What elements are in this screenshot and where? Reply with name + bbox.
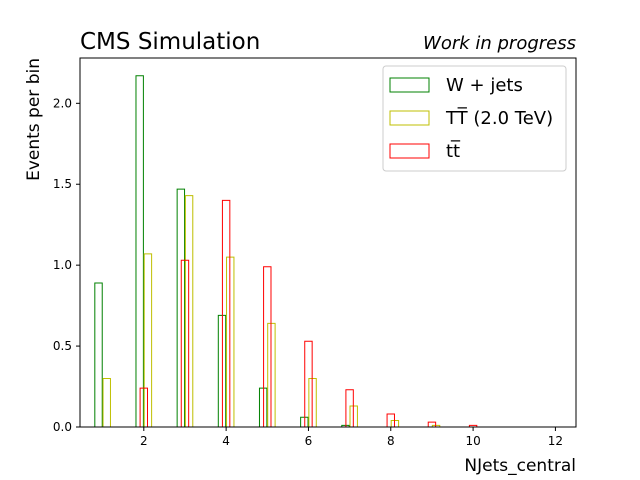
y-axis-ticks: 0.0 0.5 1.0 1.5 2.0	[53, 96, 80, 434]
x-tick-label: 4	[222, 434, 230, 448]
bar-series-2-bin-10	[468, 424, 478, 427]
plot-frame	[79, 57, 577, 428]
chart-title-right: Work in progress	[423, 33, 576, 54]
legend-label-0: W + jets	[446, 75, 523, 96]
bar-series-2-bin-4	[221, 199, 231, 427]
x-tick-label: 8	[387, 434, 395, 448]
x-tick-label: 2	[140, 434, 148, 448]
y-tick-label: 0.5	[53, 339, 72, 353]
legend-label-1: TT̅ (2.0 TeV)	[445, 107, 553, 129]
x-tick-label: 10	[465, 434, 480, 448]
bar-series-0-bin-2	[135, 75, 144, 427]
legend-swatch-2	[389, 143, 430, 159]
legend-swatch-1	[389, 110, 430, 126]
bar-series-1-bin-3	[184, 195, 194, 427]
bar-series-1-bin-1	[102, 377, 111, 427]
bar-series-2-bin-9	[427, 421, 437, 427]
y-tick-label: 0.0	[53, 420, 72, 434]
bar-series-1-bin-2	[143, 253, 153, 427]
legend-label-2: tt̅	[446, 140, 461, 162]
bar-series-2-bin-5	[263, 266, 272, 427]
x-tick-label: 12	[548, 434, 563, 448]
y-tick-label: 1.5	[53, 177, 72, 191]
legend: W + jets TT̅ (2.0 TeV) tt̅	[382, 65, 567, 172]
bar-series-2-bin-6	[304, 340, 313, 427]
bar-series-0-bin-3	[176, 188, 186, 427]
x-tick-label: 6	[305, 434, 313, 448]
bar-series-2-bin-8	[386, 413, 395, 427]
bar-series-2-bin-2	[139, 387, 149, 427]
x-axis-label: NJets_central	[464, 456, 576, 476]
chart-title-left: CMS Simulation	[80, 29, 260, 55]
y-tick-label: 1.0	[53, 258, 72, 272]
bar-series-2-bin-7	[345, 389, 354, 427]
legend-swatch-0	[389, 77, 430, 93]
y-tick-label: 2.0	[53, 96, 72, 110]
x-axis-ticks: 2 4 6 8 10 12	[140, 427, 563, 448]
y-axis-label: Events per bin	[24, 58, 44, 181]
bar-series-2-bin-3	[180, 259, 190, 427]
bar-series-0-bin-1	[94, 282, 103, 427]
